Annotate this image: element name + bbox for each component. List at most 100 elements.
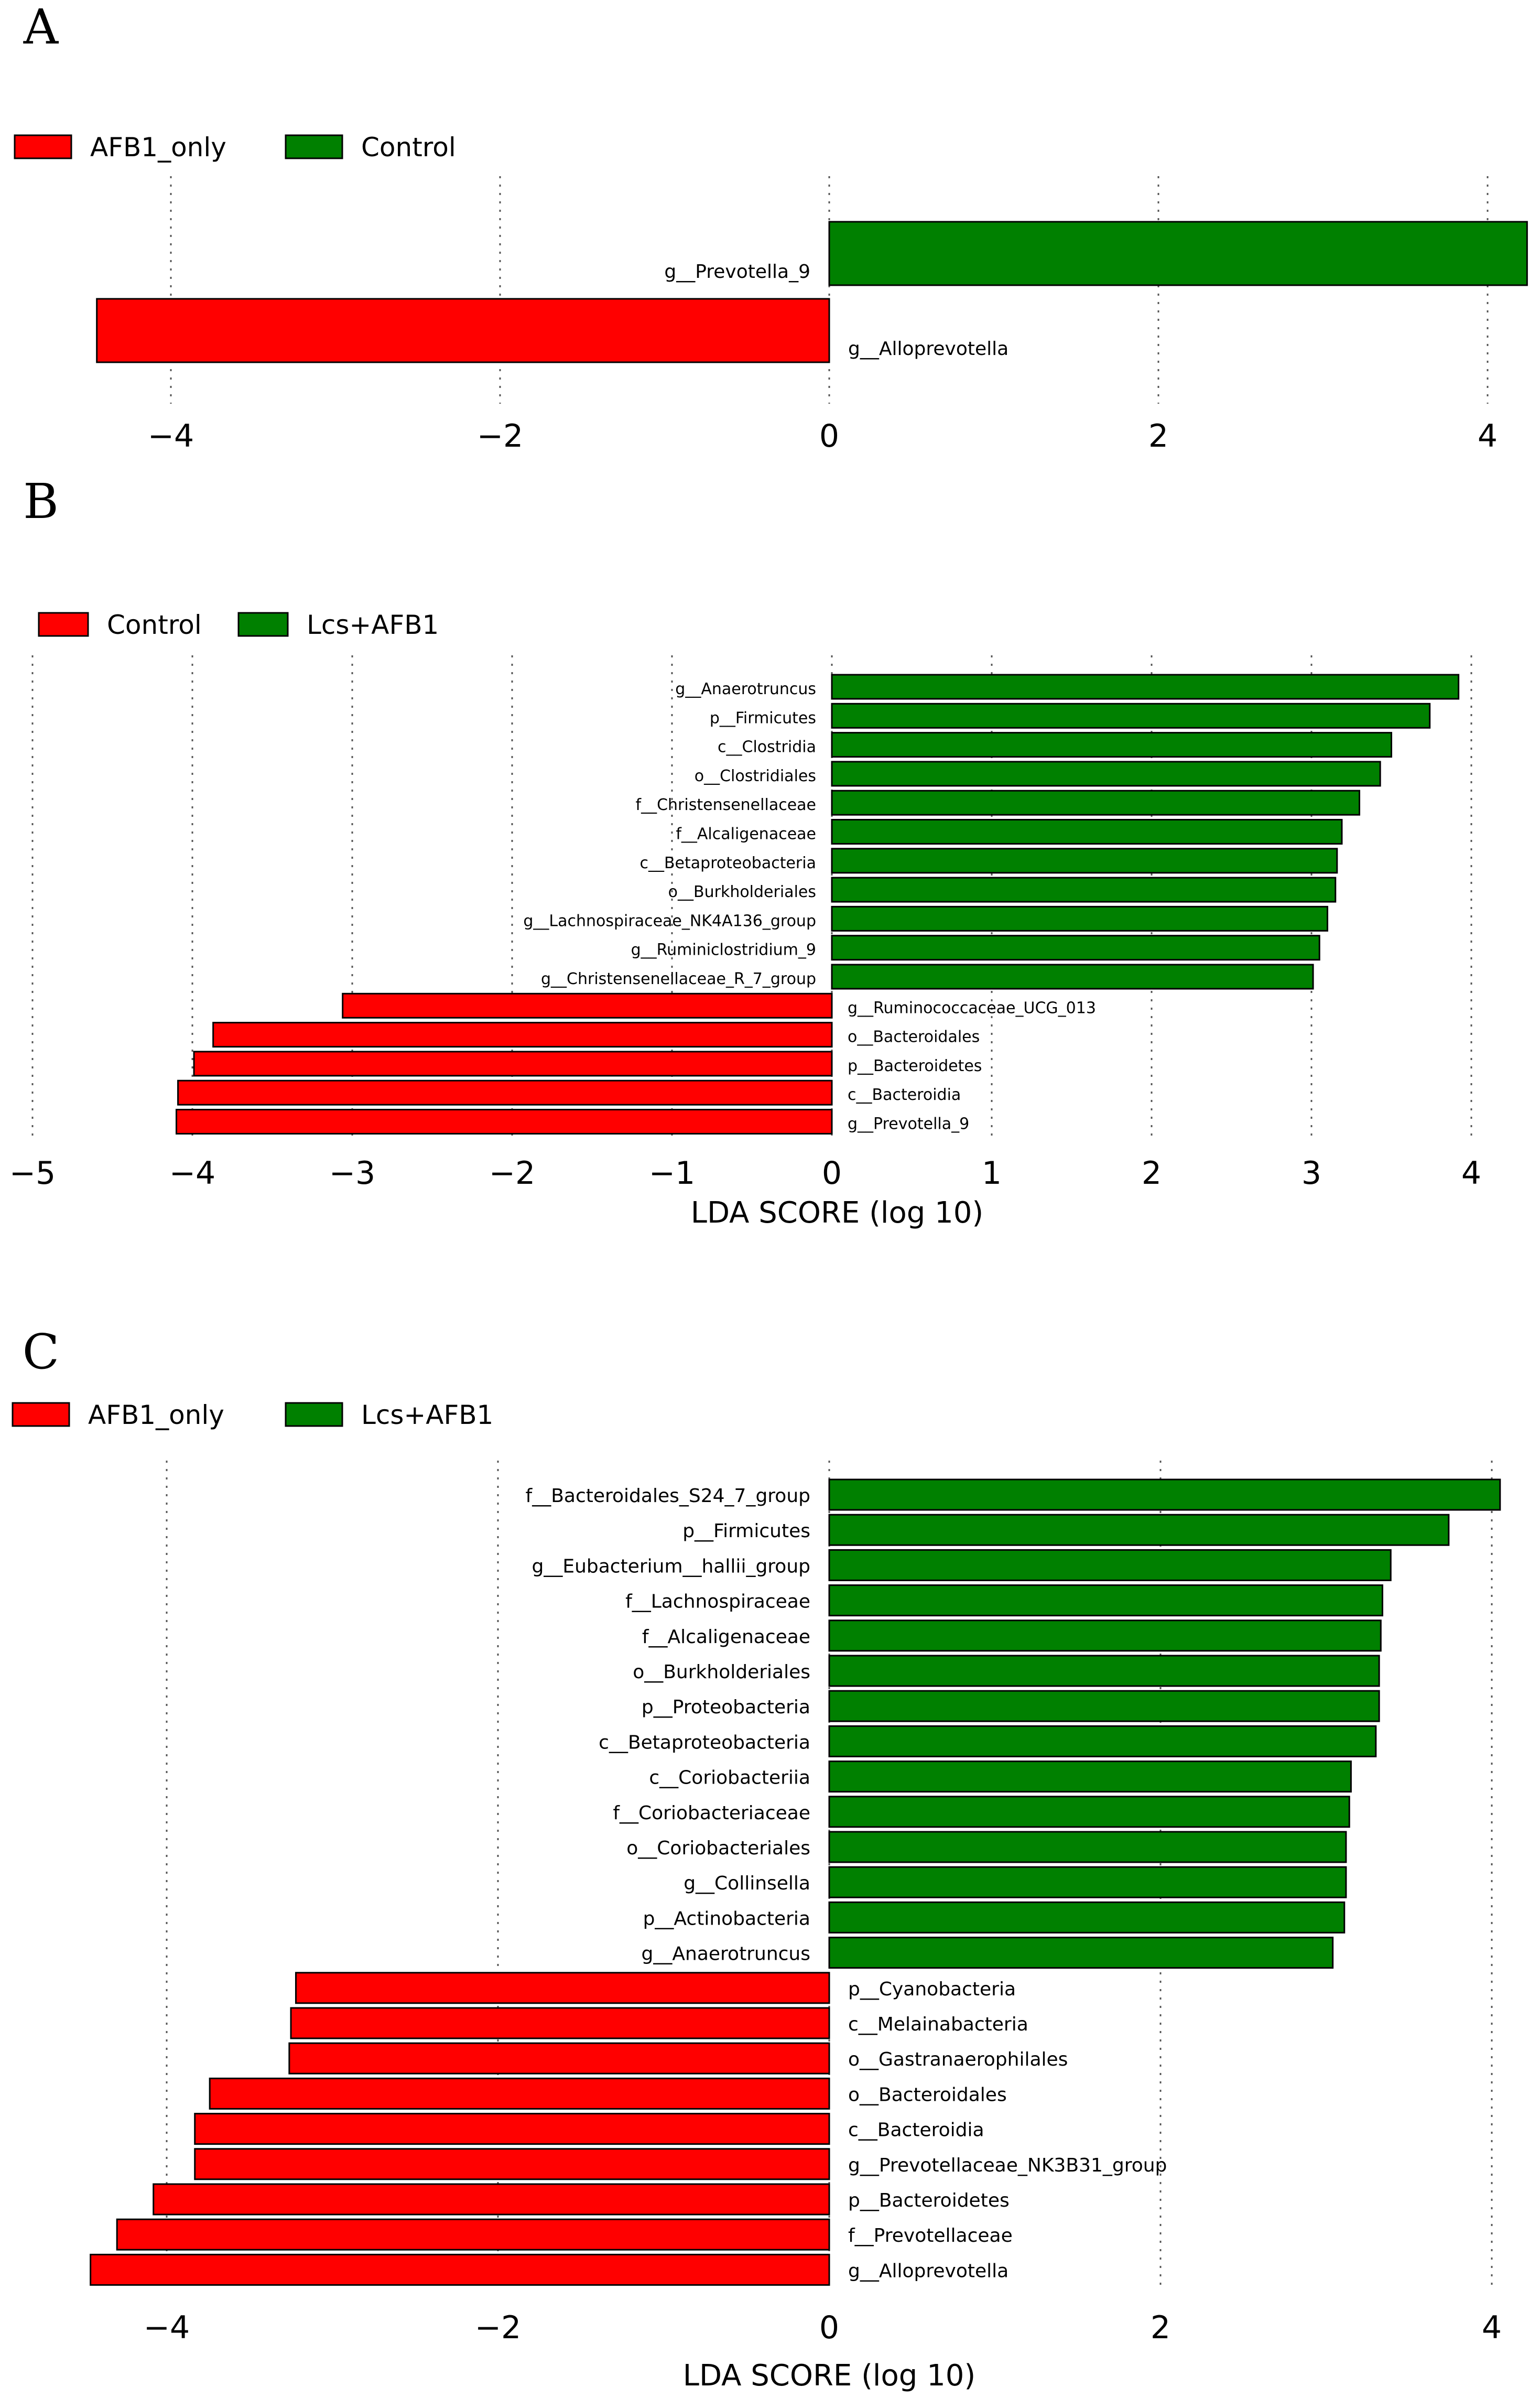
bar-label: o__Burkholderiales [633,1661,810,1683]
bar-positive [828,1725,1377,1757]
x-tick-label: 4 [1482,2309,1502,2346]
bar-positive [831,877,1337,903]
bar-positive [831,964,1314,990]
bar-label: c__Bacteroidia [848,2120,984,2141]
legend-label: Lcs+AFB1 [361,1400,493,1430]
x-tick-label: −2 [477,418,523,455]
bar-label: c__Bacteroidia [848,1086,961,1104]
bar-negative [153,2183,830,2216]
bar-label: f__Coriobacteriaceae [613,1802,810,1824]
bar-label: p__Proteobacteria [642,1697,810,1718]
legend-swatch [285,1402,343,1427]
bar-negative [342,992,833,1019]
panel-letter: C [23,1324,59,1380]
bar-label: c__Melainabacteria [848,2014,1028,2035]
legend-swatch [237,612,289,637]
bar-positive [831,848,1338,874]
x-tick-label: 2 [1148,418,1168,455]
x-tick-label: −4 [144,2309,190,2346]
x-tick-label: 1 [982,1155,1002,1192]
panel-b: B Control Lcs+AFB1 g__Anaerotruncus p__Firmi… [9,473,1481,1230]
bar-negative [212,1022,833,1048]
bar-negative [209,2077,830,2110]
bar-positive [828,1796,1350,1828]
bar-negative [177,1079,833,1106]
legend-swatch [12,1402,70,1427]
bar-positive [831,905,1328,932]
legend-label: Control [107,610,202,640]
bar-label: c__Coriobacteriia [649,1767,810,1789]
x-tick-label: −2 [475,2309,521,2346]
panel-letter: B [23,473,59,530]
bar-label: f__Prevotellaceae [848,2225,1013,2246]
x-tick-label: −3 [329,1155,375,1192]
legend-swatch [38,612,89,637]
bar-positive [828,1831,1347,1863]
x-tick-label: 0 [819,2309,839,2346]
legend-label: Control [361,132,456,163]
bar-negative [290,2007,830,2039]
bar-label: g__Ruminiclostridium_9 [631,941,816,959]
bar-negative [90,2253,830,2286]
bar-positive [828,1655,1380,1687]
bar-label: c__Clostridia [718,738,816,757]
bar-positive [831,935,1320,961]
panel-letter: A [23,0,59,55]
bar-label: g__Prevotellaceae_NK3B31_group [848,2155,1167,2176]
bar-label: f__Bacteroidales_S24_7_group [526,1485,810,1507]
x-tick-label: 2 [1142,1155,1162,1192]
x-axis-label: LDA SCORE (log 10) [691,1196,983,1230]
x-axis-label: LDA SCORE (log 10) [683,2359,975,2393]
bar-negative [295,1972,830,2004]
bar-label: p__Firmicutes [682,1520,810,1542]
bar-positive [831,790,1360,816]
x-tick-label: 4 [1461,1155,1481,1192]
legend-label: AFB1_only [90,132,226,163]
x-tick-label: 0 [822,1155,842,1192]
bar-positive [828,221,1528,286]
bar-label: f__Lachnospiraceae [625,1591,810,1613]
bar-positive [831,732,1392,758]
x-tick-label: 2 [1151,2309,1170,2346]
bar-label: g__Alloprevotella [848,338,1008,360]
bar-positive [831,674,1460,700]
bar-negative [193,1051,833,1077]
bar-label: o__Coriobacteriales [626,1838,810,1859]
bar-label: o__Gastranaerophilales [848,2049,1068,2070]
bar-label: g__Lachnospiraceae_NK4A136_group [523,912,816,930]
x-tick-label: −4 [148,418,194,455]
legend-label: AFB1_only [88,1400,224,1430]
bar-positive [828,1901,1346,1933]
bar-positive [828,1866,1347,1898]
bar-positive [828,1478,1501,1511]
bar-negative [194,2113,830,2145]
bar-label: o__Bacteroidales [848,2084,1007,2105]
x-tick-label: 4 [1478,418,1498,455]
x-tick-label: −1 [649,1155,695,1192]
x-tick-label: 0 [819,418,839,455]
bar-label: o__Clostridiales [695,767,816,785]
bar-positive [831,703,1431,729]
bar-label: g__Anaerotruncus [642,1943,810,1965]
bar-label: c__Betaproteobacteria [599,1732,810,1753]
bar-label: p__Bacteroidetes [848,2190,1010,2211]
bar-negative [116,2218,830,2251]
bar-positive [831,761,1381,787]
x-tick-label: 3 [1302,1155,1321,1192]
bar-label: f__Alcaligenaceae [642,1626,810,1648]
bar-label: g__Collinsella [684,1873,810,1894]
bar-negative [194,2148,830,2180]
bar-label: o__Bacteroidales [848,1028,980,1046]
bar-label: p__Bacteroidetes [848,1057,982,1075]
bar-label: c__Betaproteobacteria [639,854,816,872]
bar-positive [828,1937,1334,1969]
bar-label: p__Actinobacteria [643,1908,810,1929]
bar-positive [828,1760,1352,1793]
x-tick-label: −5 [9,1155,56,1192]
bar-negative [176,1109,833,1135]
bar-label: g__Prevotella_9 [848,1115,969,1133]
bar-label: f__Alcaligenaceae [676,825,816,844]
legend-swatch [285,134,343,159]
bar-label: p__Firmicutes [710,709,816,727]
